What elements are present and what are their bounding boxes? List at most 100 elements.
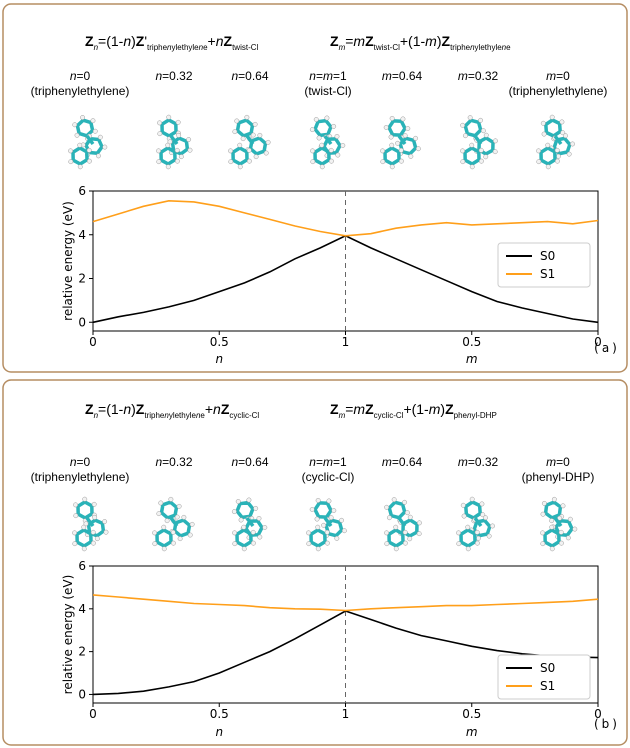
molecule-atom — [247, 148, 251, 152]
molecule-atom — [166, 143, 170, 147]
molecule-atom — [179, 154, 183, 158]
molecule-atom — [78, 165, 82, 169]
molecule-atom — [171, 541, 175, 545]
molecule-atom — [158, 131, 162, 135]
molecule-atom — [251, 541, 255, 545]
molecule-atom — [232, 509, 236, 513]
molecule-atom — [541, 512, 545, 516]
x-axis-label: m — [466, 725, 478, 739]
equation-subscript: twist-Cl — [232, 43, 258, 52]
equation-subscript: cyclic-Cl — [229, 411, 259, 420]
molecule-atom — [560, 120, 564, 124]
molecule-atom — [493, 149, 497, 153]
molecule-atom — [537, 159, 541, 163]
molecule-atom — [82, 547, 86, 551]
molecule-atom — [91, 541, 95, 545]
y-tick-label: 4 — [78, 602, 86, 616]
molecule-atom — [399, 159, 403, 163]
molecule-atom — [456, 531, 460, 535]
legend-label: S0 — [540, 249, 555, 263]
molecule-atom — [552, 497, 556, 501]
molecule-atom — [159, 501, 163, 505]
molecule-atom — [93, 129, 97, 133]
molecule-atom — [182, 515, 186, 519]
structure-param: m=0.64 — [382, 455, 423, 469]
equation-term: =(1-n)Z — [98, 401, 145, 417]
y-tick-label: 4 — [78, 228, 86, 242]
molecule-atom — [162, 525, 166, 529]
equation-term: +(1-m)Z — [403, 401, 454, 417]
structure-name: (triphenylethylene) — [509, 84, 608, 98]
molecule-atom — [484, 155, 488, 159]
y-tick-label: 2 — [78, 272, 86, 286]
molecule-atom — [556, 154, 560, 158]
molecule-atom — [233, 541, 237, 545]
molecule-atom — [466, 547, 470, 551]
molecule-atom — [335, 134, 339, 138]
molecule-atom — [385, 541, 389, 545]
molecule-atom — [315, 517, 319, 521]
x-axis-label: m — [466, 352, 478, 366]
molecule-atom — [238, 143, 242, 147]
molecule-bond — [399, 518, 405, 526]
molecule-bond — [247, 136, 253, 144]
molecule-atom — [402, 500, 406, 504]
legend-label: S1 — [540, 267, 555, 281]
structure-param: m=0.64 — [382, 69, 423, 83]
molecule-ring — [389, 121, 405, 135]
molecule-atom — [258, 133, 262, 137]
structure-param: n=0 — [70, 455, 91, 469]
molecule-ring — [311, 530, 325, 546]
structure-param: m=0.32 — [458, 69, 499, 83]
molecule-ring — [389, 502, 404, 517]
molecule-ring — [175, 520, 190, 536]
molecule-atom — [153, 541, 157, 545]
molecule-atom — [178, 536, 182, 540]
molecule-ring — [389, 530, 403, 546]
molecule-atom — [78, 143, 82, 147]
molecule-atom — [341, 143, 345, 147]
molecule-atom — [470, 165, 474, 169]
molecule-atom — [236, 499, 240, 503]
y-tick-label: 2 — [78, 645, 86, 659]
molecule-atom — [311, 159, 315, 163]
molecule-atom — [80, 115, 84, 119]
molecule-atom — [73, 541, 77, 545]
molecule-atom — [258, 535, 262, 539]
molecule-atom — [325, 116, 329, 120]
molecule-atom — [380, 149, 384, 153]
molecule-atom — [332, 508, 336, 512]
molecule-atom — [103, 145, 107, 149]
molecule-atom — [87, 159, 91, 163]
molecule-atom — [384, 505, 388, 509]
molecule-atom — [241, 136, 245, 140]
y-tick-label: 6 — [78, 559, 86, 573]
molecule-atom — [321, 523, 325, 527]
molecule-ring — [466, 502, 480, 518]
x-tick-label: 0 — [89, 707, 97, 721]
molecule-atom — [550, 547, 554, 551]
structure-name: (triphenylethylene) — [31, 470, 130, 484]
equation-subscript: triphenylethylene — [450, 43, 511, 52]
molecule-atom — [186, 137, 190, 141]
molecule-atom — [540, 531, 544, 535]
molecule-atom — [72, 531, 76, 535]
molecule-atom — [104, 530, 108, 534]
molecule-atom — [156, 149, 160, 153]
molecule-atom — [403, 133, 407, 137]
structure-param: n=0.64 — [231, 455, 268, 469]
molecule-atom — [542, 501, 546, 505]
y-tick-label: 0 — [78, 315, 86, 329]
molecule-atom — [242, 525, 246, 529]
molecule-atom — [316, 525, 320, 529]
molecule-atom — [329, 148, 333, 152]
molecule-ring — [461, 530, 475, 546]
x-tick-label: 0.5 — [210, 707, 229, 721]
molecule-atom — [394, 525, 398, 529]
molecule-atom — [331, 124, 335, 128]
molecule-atom — [263, 525, 267, 529]
molecule-atom — [75, 133, 79, 137]
molecule-atom — [479, 159, 483, 163]
figure: Zn=(1-n)Z'triphenylethylene+nZtwist-ClZm… — [0, 0, 630, 748]
molecule-atom — [555, 148, 559, 152]
